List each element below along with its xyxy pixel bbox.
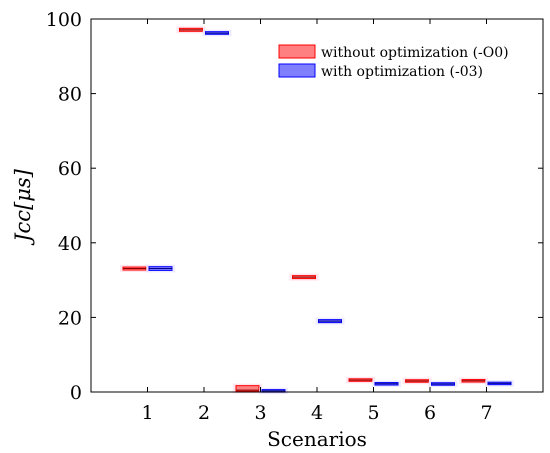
legend-label-without-optimization: without optimization (-O0) [321,45,509,61]
y-tick-label: 0 [70,382,82,404]
legend-swatch-without-optimization [278,44,316,59]
x-axis: 1 2 3 4 5 6 7 [141,19,493,424]
y-axis: 0 20 40 60 80 100 [46,9,543,404]
x-tick-label: 6 [424,402,436,424]
x-tick-label: 1 [141,402,153,424]
legend: without optimization (-O0) with optimiza… [278,44,509,80]
plot-marks [120,26,514,395]
y-tick-label: 60 [58,158,82,180]
x-axis-title: Scenarios [267,427,367,451]
x-tick-label: 2 [198,402,210,424]
y-tick-label: 40 [58,233,82,255]
y-tick-label: 20 [58,307,82,329]
x-tick-label: 5 [367,402,379,424]
x-tick-label: 7 [480,402,492,424]
y-tick-label: 80 [58,84,82,106]
x-tick-label: 3 [254,402,266,424]
y-axis-title: Jcc[μs] [11,168,35,246]
x-tick-label: 4 [311,402,323,424]
legend-label-with-optimization: with optimization (-03) [321,64,483,80]
y-tick-label: 100 [46,9,82,31]
legend-swatch-with-optimization [278,63,316,78]
